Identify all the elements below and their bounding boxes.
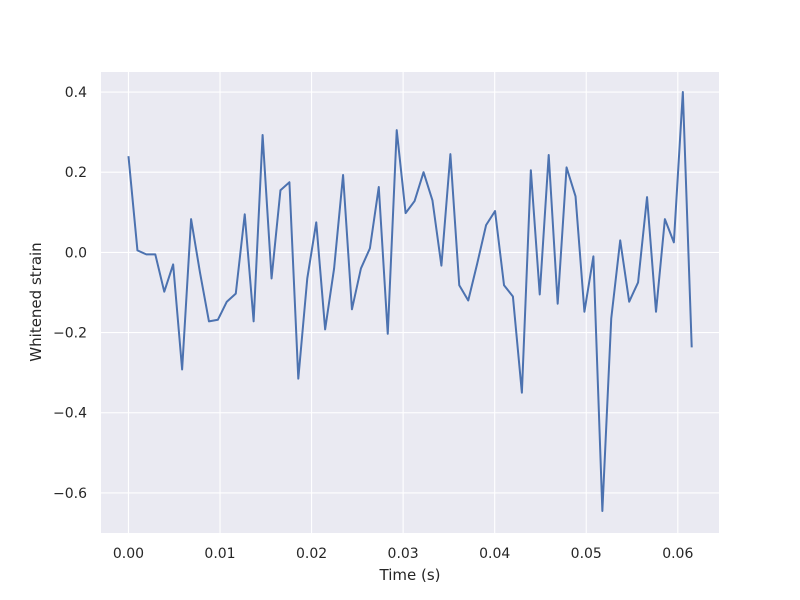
- strain-series-line: [127, 91, 693, 512]
- y-axis-label: Whitened strain: [27, 242, 45, 361]
- y-tick-label: 0.4: [65, 85, 87, 101]
- plot-area: [101, 72, 719, 533]
- x-tick-label: 0.03: [388, 546, 419, 562]
- y-tick-label: −0.6: [53, 486, 87, 502]
- y-tick-label: −0.2: [53, 326, 87, 342]
- y-tick-label: 0.2: [65, 165, 87, 181]
- x-tick-label: 0.04: [479, 546, 510, 562]
- x-tick-label: 0.02: [296, 546, 327, 562]
- x-tick-label: 0.05: [571, 546, 602, 562]
- x-tick-label: 0.01: [204, 546, 235, 562]
- series-layer: [127, 91, 693, 512]
- y-tick-labels: 0.4 0.2 0.0 −0.2 −0.4 −0.6: [53, 85, 87, 502]
- y-tick-label: 0.0: [65, 245, 87, 261]
- x-tick-label: 0.06: [662, 546, 693, 562]
- x-tick-labels: 0.00 0.01 0.02 0.03 0.04 0.05 0.06: [113, 546, 694, 562]
- x-axis-label: Time (s): [379, 566, 441, 584]
- x-tick-label: 0.00: [113, 546, 144, 562]
- y-tick-label: −0.4: [53, 406, 87, 422]
